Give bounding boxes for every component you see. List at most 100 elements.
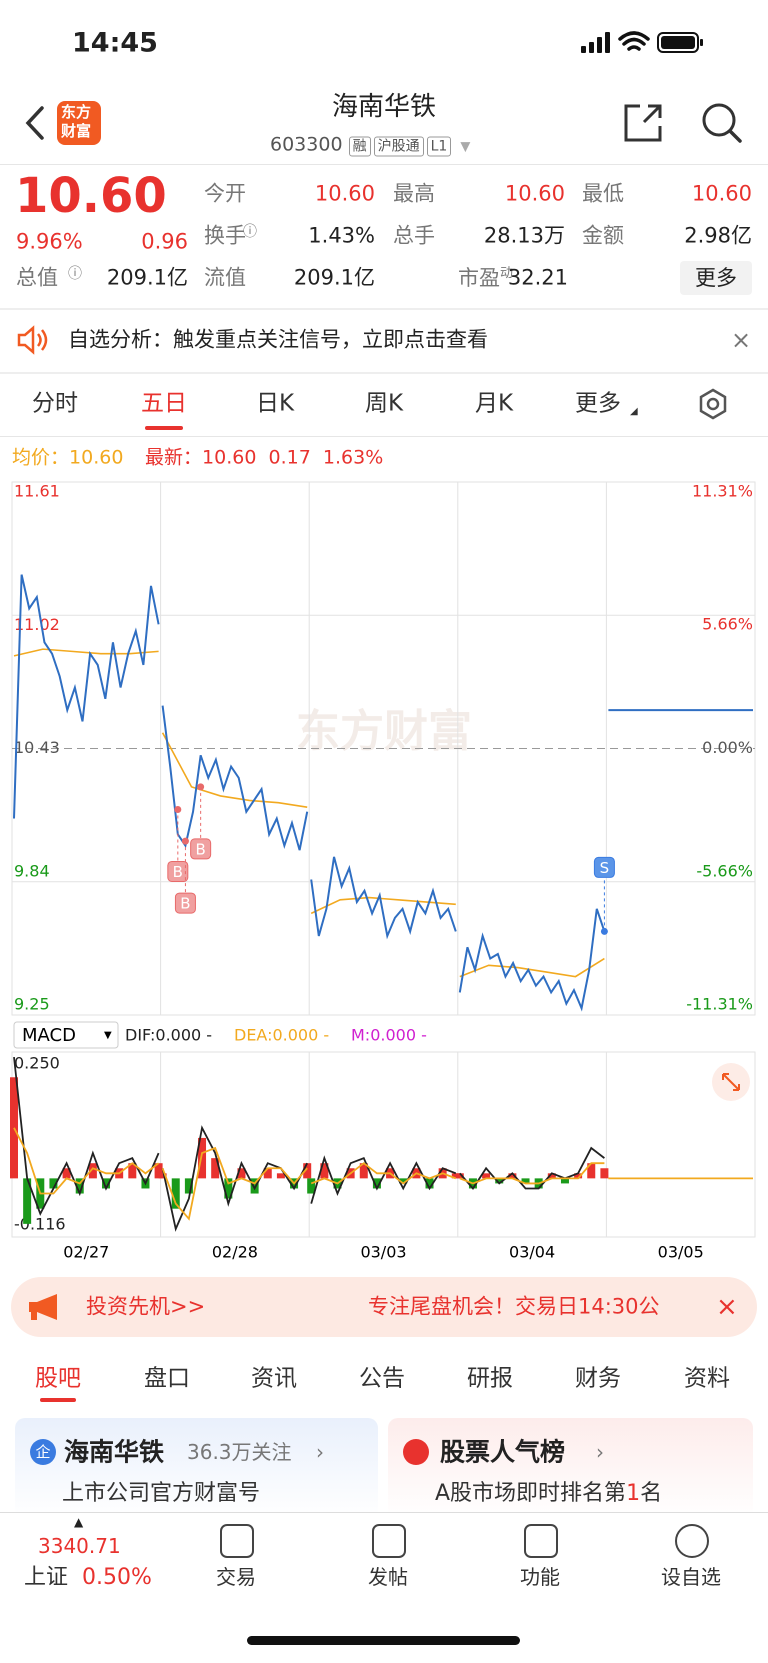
card[interactable]	[388, 1418, 753, 1518]
macd-bar	[23, 1178, 32, 1224]
annotation-dot	[600, 927, 608, 935]
macd-bar	[560, 1178, 569, 1184]
text: A股市场即时排名第	[435, 1481, 627, 1506]
macd-bar	[88, 1163, 97, 1179]
chart-tab[interactable]: 月K	[474, 390, 514, 417]
y-tick-label: 11.02	[14, 615, 60, 634]
close-button[interactable]: ×	[731, 326, 752, 354]
macd-bar	[250, 1178, 259, 1194]
stat-value: 10.60	[691, 181, 752, 206]
stat-label: 金额	[582, 223, 624, 248]
rank: 1	[626, 1481, 641, 1506]
back-button[interactable]	[20, 100, 50, 146]
nav-label[interactable]: 交易	[216, 1565, 256, 1589]
macd-bar	[587, 1163, 596, 1179]
nav-icon[interactable]	[524, 1524, 558, 1558]
x-tick-label: 03/03	[360, 1243, 406, 1262]
megaphone-icon	[29, 1294, 57, 1320]
macd-bar	[372, 1178, 381, 1189]
index-name[interactable]: 上证	[24, 1565, 69, 1590]
stat-value: 10.60	[314, 181, 375, 206]
macd-bar	[521, 1178, 530, 1184]
card-subtitle: A股市场即时排名第1名	[435, 1483, 662, 1505]
home-indicator	[247, 1636, 520, 1645]
value: 10.60	[202, 446, 257, 469]
avg-label: 均价：10.60	[12, 448, 123, 468]
macd-bar	[171, 1178, 180, 1209]
dea-line	[13, 1127, 160, 1195]
index-value[interactable]: 3340.71	[38, 1534, 121, 1558]
label: 最新：	[145, 446, 203, 469]
macd-bar	[62, 1168, 71, 1179]
plot-frame	[11, 1051, 756, 1238]
banner-close[interactable]: ×	[716, 1292, 738, 1322]
annotation-text: S	[600, 859, 610, 877]
macd-bar	[600, 1168, 609, 1179]
chart-tab[interactable]: 五日	[141, 390, 187, 417]
y-tick-label: 9.25	[14, 995, 50, 1014]
divider	[0, 164, 768, 165]
annotation-dot	[181, 837, 189, 845]
annotation-text: B	[196, 840, 206, 858]
y2-tick-label: 11.31%	[692, 482, 753, 501]
banner[interactable]: 投资先机>> 专注尾盘机会！交易日14:30公 ×	[11, 1277, 757, 1337]
chart: 东方财富 11.61 11.02 10.43 9.84 9.25 11.31% 5.66% 0…	[10, 481, 756, 1262]
stat-value: 28.13万	[483, 223, 565, 248]
stat-value: 10.60	[504, 181, 565, 206]
stat-value: 32.21	[507, 265, 568, 290]
macd-bar	[128, 1163, 137, 1179]
change: 0.96	[141, 229, 188, 254]
nav-icon[interactable]	[372, 1524, 406, 1558]
macd-bar	[482, 1173, 491, 1179]
more-button[interactable]: 更多	[680, 261, 752, 295]
nav-label[interactable]: 设自选	[661, 1565, 721, 1589]
dropdown-arrow: ◢	[630, 406, 638, 417]
content-tab[interactable]: 财务	[575, 1365, 621, 1392]
tag: 沪股通	[373, 136, 424, 157]
chart-tab[interactable]: 更多	[575, 390, 621, 417]
price-line	[458, 908, 606, 1012]
info-icon: ⓘ	[68, 266, 82, 282]
divider	[0, 436, 768, 437]
price: 10.60	[15, 168, 167, 224]
notice-text[interactable]: 自选分析：触发重点关注信号，立即点击查看	[68, 327, 488, 352]
content-tab[interactable]: 资料	[684, 1365, 730, 1392]
speaker-icon	[17, 325, 48, 355]
macd-bar	[359, 1163, 368, 1179]
nav-label[interactable]: 发帖	[368, 1565, 408, 1589]
dea-line	[459, 1162, 605, 1185]
macd-title: MACD	[22, 1025, 76, 1046]
macd-bar	[307, 1178, 316, 1194]
x-tick-label: 02/28	[212, 1243, 258, 1262]
avg-line	[161, 732, 308, 809]
content-tab[interactable]: 股吧	[35, 1365, 81, 1392]
stock-title: 海南华铁	[331, 92, 437, 122]
chart-tab[interactable]: 日K	[255, 390, 295, 417]
content-tab[interactable]: 公告	[359, 1365, 405, 1392]
content-tab[interactable]: 资讯	[251, 1365, 297, 1392]
dea-line	[310, 1162, 457, 1185]
settings-icon[interactable]	[697, 388, 729, 420]
search-button[interactable]	[700, 101, 744, 145]
content-tab[interactable]: 研报	[467, 1365, 513, 1392]
macd-bar	[102, 1178, 111, 1189]
macd-bar	[455, 1173, 464, 1179]
macd-bar	[154, 1163, 163, 1179]
share-button[interactable]	[622, 102, 666, 144]
annotation-dot	[174, 805, 182, 813]
chart-tab[interactable]: 周K	[364, 390, 404, 417]
card[interactable]	[15, 1418, 378, 1518]
nav-label[interactable]: 功能	[520, 1565, 560, 1589]
nav-icon[interactable]	[220, 1524, 254, 1558]
macd-bar	[224, 1178, 233, 1199]
content-tab[interactable]: 盘口	[144, 1365, 190, 1392]
watermark: 东方财富	[296, 706, 472, 757]
chart-tab[interactable]: 分时	[32, 390, 78, 417]
stat-label: 总值	[16, 265, 58, 290]
change-pct: 1.63%	[322, 446, 384, 469]
index-change[interactable]: 0.50%	[82, 1565, 152, 1590]
macd-bar	[263, 1168, 272, 1179]
time: 14:45	[72, 27, 158, 59]
nav-icon[interactable]	[675, 1524, 709, 1558]
